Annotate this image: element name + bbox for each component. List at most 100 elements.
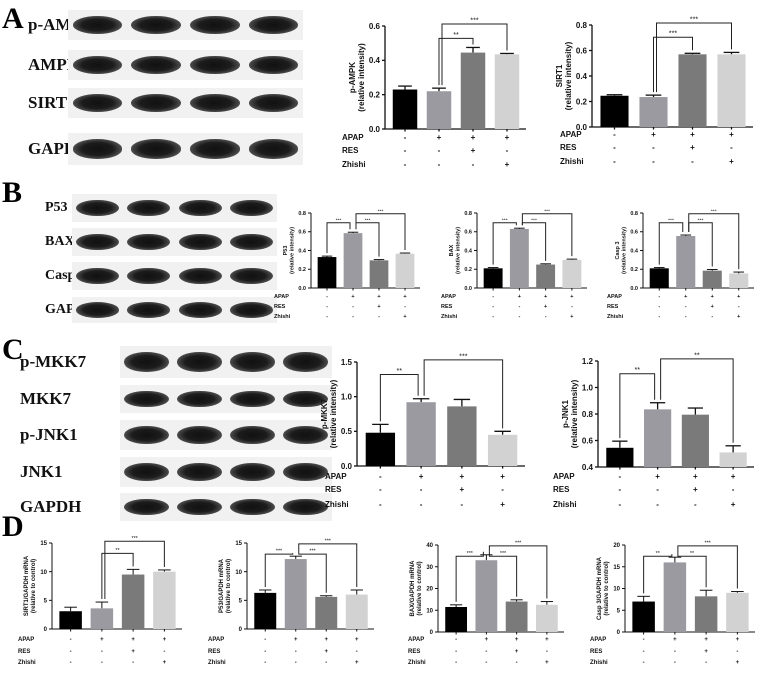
treatment-sign: -: [613, 130, 616, 139]
panel-letter-d: D: [2, 510, 24, 543]
treatment-sign: +: [485, 637, 489, 643]
treatment-sign: -: [613, 157, 616, 166]
significance-label: ***: [459, 351, 468, 360]
treatment-sign: -: [295, 660, 297, 666]
panel-letter-a: A: [2, 2, 24, 35]
significance-label: ***: [309, 549, 316, 555]
blot-band: [283, 390, 328, 408]
significance-label: ***: [515, 540, 522, 546]
significance-label: **: [115, 548, 120, 554]
treatment-sign: -: [326, 294, 328, 300]
blot-band: [131, 56, 181, 74]
bar: [121, 574, 145, 629]
blot-strip: [72, 194, 277, 222]
treatment-sign: -: [295, 649, 297, 655]
blot-band: [127, 267, 171, 285]
y-axis-label: (relative to control): [226, 559, 232, 613]
treatment-sign: +: [690, 130, 695, 139]
treatment-sign: -: [516, 660, 518, 666]
significance-bracket: [658, 222, 684, 265]
significance-label: ***: [544, 208, 550, 214]
treatment-label: RES: [342, 146, 359, 155]
treatment-sign: -: [163, 649, 165, 655]
bar: [487, 434, 518, 466]
treatment-sign: +: [690, 143, 695, 152]
blot-band: [178, 267, 222, 285]
blot-band: [178, 199, 222, 217]
treatment-sign: +: [505, 133, 510, 142]
bar: [284, 559, 307, 629]
treatment-sign: -: [420, 485, 423, 494]
treatment-label: Zhishi: [325, 500, 349, 509]
treatment-sign: -: [658, 294, 660, 300]
bar: [729, 273, 749, 288]
blot-band: [248, 56, 299, 74]
bar: [345, 594, 368, 629]
treatment-sign: +: [163, 660, 167, 666]
y-tick-label: 0.6: [464, 230, 472, 236]
treatment-sign: -: [492, 304, 494, 310]
treatment-sign: -: [438, 160, 441, 169]
treatment-sign: -: [694, 500, 697, 509]
significance-label: ***: [467, 551, 474, 557]
bar: [536, 264, 556, 288]
treatment-sign: -: [264, 660, 266, 666]
treatment-label: RES: [441, 304, 453, 310]
y-axis-label: p-JNK1: [561, 399, 570, 428]
y-axis-label: (relative intensity): [290, 227, 296, 274]
treatment-sign: +: [500, 500, 505, 509]
treatment-sign: -: [264, 649, 266, 655]
blot-label: GAPDH: [20, 496, 82, 516]
bar: [494, 54, 520, 130]
treatment-sign: -: [643, 637, 645, 643]
treatment-label: RES: [408, 649, 420, 655]
significance-label: **: [690, 551, 695, 557]
significance-label: ***: [276, 549, 283, 555]
blot-band: [177, 463, 222, 481]
y-tick-label: 0: [617, 630, 621, 636]
blot-strip: [120, 457, 332, 487]
blot-strip: [72, 262, 277, 290]
y-axis-label: (relative to control): [604, 561, 610, 615]
treatment-label: RES: [18, 649, 30, 655]
bar-chart: 0 10 20 30 40 BAX/GAPDH mRNA (relative to cont…: [408, 540, 564, 666]
treatment-label: APAP: [590, 637, 606, 643]
treatment-sign: -: [404, 160, 407, 169]
blot-band: [124, 352, 169, 372]
blot-strip: [72, 228, 277, 256]
treatment-sign: +: [377, 304, 380, 310]
treatment-sign: -: [571, 304, 573, 310]
bar: [483, 268, 503, 288]
treatment-sign: -: [613, 143, 616, 152]
blot-band: [229, 302, 273, 318]
treatment-sign: +: [437, 133, 442, 142]
blot-band: [230, 463, 275, 481]
treatment-sign: -: [736, 649, 738, 655]
treatment-label: Zhishi: [553, 500, 577, 509]
treatment-sign: +: [131, 649, 135, 655]
treatment-sign: +: [505, 160, 510, 169]
y-tick-label: 0.4: [576, 72, 588, 81]
treatment-sign: -: [492, 294, 494, 300]
bar: [606, 447, 634, 467]
blot-band: [248, 139, 299, 159]
treatment-sign: +: [693, 472, 698, 481]
blot-strip: [120, 420, 332, 450]
blot-label: P53: [45, 199, 68, 215]
treatment-label: APAP: [342, 133, 364, 142]
blot-strip: [68, 88, 303, 118]
treatment-sign: -: [404, 146, 407, 155]
treatment-sign: +: [544, 304, 547, 310]
treatment-sign: -: [420, 500, 423, 509]
significance-label: ***: [365, 217, 371, 223]
bar: [509, 228, 529, 288]
y-tick-label: 0.8: [582, 410, 594, 419]
treatment-sign: -: [732, 485, 735, 494]
bar-chart: 0.4 0.6 0.8 1.0 1.2 p-JNK1 (relative intensity…: [553, 350, 754, 509]
blot-band: [124, 498, 169, 516]
treatment-sign: +: [684, 294, 687, 300]
treatment-label: APAP: [325, 472, 347, 481]
treatment-sign: +: [693, 485, 698, 494]
treatment-sign: -: [325, 660, 327, 666]
treatment-label: RES: [590, 649, 602, 655]
